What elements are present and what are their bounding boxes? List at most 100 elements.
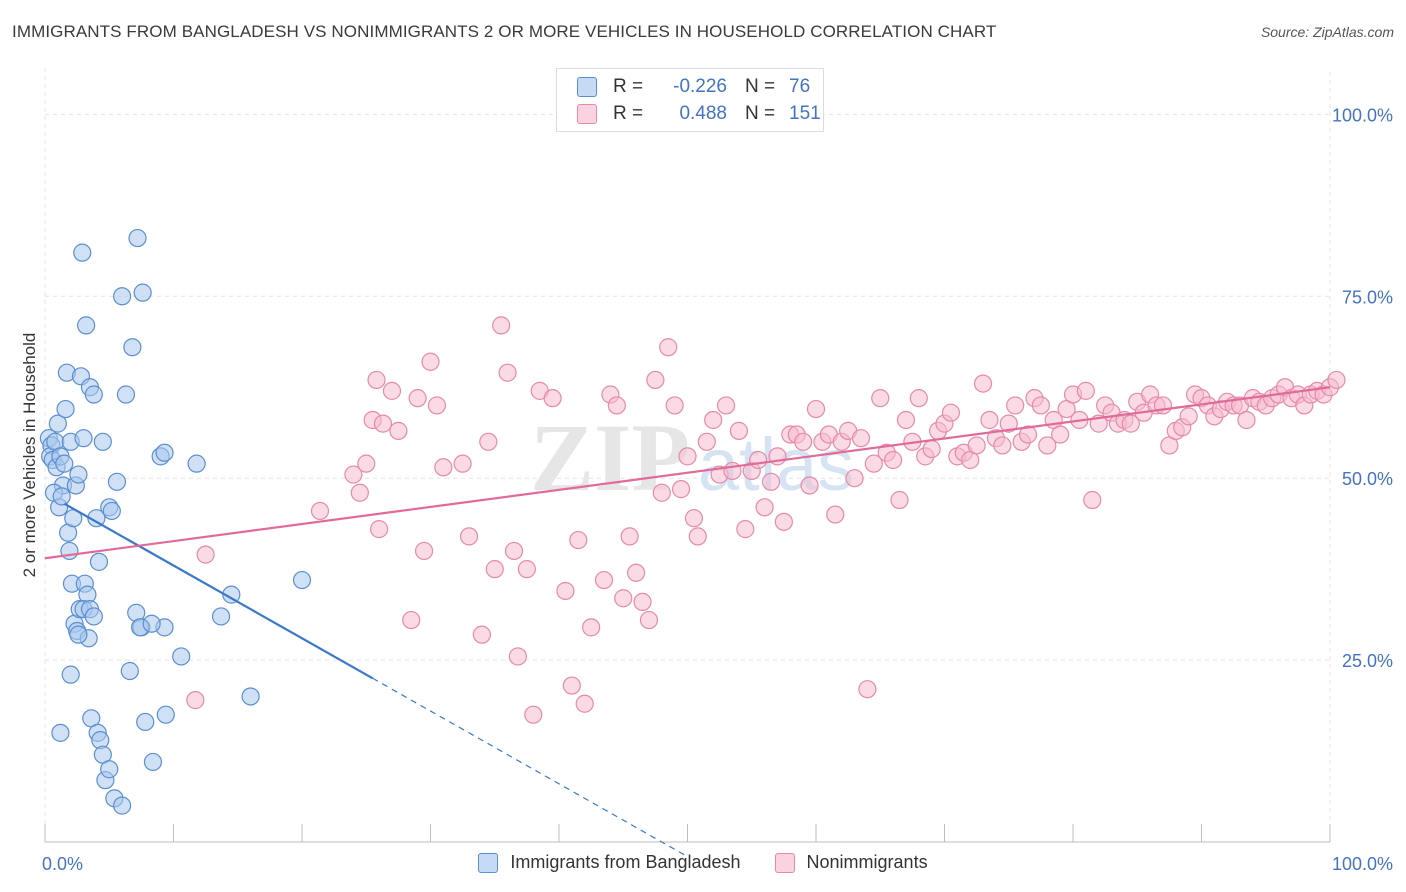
nonimmigrants-point-4 (350, 483, 369, 502)
bangladesh-point-64 (187, 454, 206, 473)
nonimmigrants-point-11 (402, 610, 421, 630)
nonimmigrants-point-108 (1083, 490, 1102, 510)
bangladesh-point-28 (107, 472, 127, 491)
nonimmigrants-point-35 (607, 396, 626, 415)
nonimmigrants-point-49 (704, 410, 723, 430)
nonimmigrants-point-17 (459, 527, 479, 546)
legend-item-bangladesh: Immigrants from Bangladesh (478, 852, 741, 873)
bangladesh-point-25 (93, 432, 112, 451)
nonimmigrants-point-77 (883, 450, 903, 470)
bangladesh-point-13 (60, 541, 79, 561)
bangladesh-point-24 (89, 552, 109, 571)
nonimmigrants-point-90 (967, 436, 986, 455)
nonimmigrants-point-7 (367, 370, 386, 390)
nonimmigrants-point-72 (851, 429, 871, 448)
nonimmigrants-point-51 (716, 396, 736, 415)
nonimmigrants-point-36 (614, 589, 633, 608)
bangladesh-point-20 (77, 316, 96, 335)
bangladesh-point-17 (69, 465, 88, 484)
nonimmigrants-point-44 (665, 396, 684, 415)
nonimmigrants-point-30 (569, 530, 588, 550)
bangladesh-point-19 (74, 429, 93, 448)
bangladesh-point-33 (133, 283, 152, 302)
nonimmigrants-point-56 (749, 450, 768, 470)
bangladesh-points (39, 228, 312, 815)
nonimmigrants-point-65 (806, 399, 826, 419)
legend-r-value: 0.488 (679, 103, 727, 124)
nonimmigrants-point-101 (1038, 436, 1057, 455)
nonimmigrants-point-27 (543, 389, 562, 408)
y-axis-label: 2 or more Vehicles in Household (20, 333, 39, 578)
nonimmigrants-point-81 (909, 389, 928, 408)
nonimmigrants-point-119 (1153, 396, 1173, 415)
bangladesh-point-36 (73, 243, 92, 262)
nonimmigrants-point-123 (1179, 407, 1198, 426)
legend-swatch-blue (478, 852, 499, 873)
axes (44, 824, 1331, 843)
nonimmigrants-point-8 (373, 414, 393, 433)
nonimmigrants-point-32 (582, 618, 601, 637)
nonimmigrants-point-3 (344, 465, 363, 484)
nonimmigrants-point-0 (186, 691, 205, 710)
bangladesh-point-75 (69, 625, 88, 644)
y-tick-label-50: 50.0% (1342, 469, 1393, 489)
nonimmigrants-point-114 (1121, 414, 1140, 433)
bangladesh-point-32 (128, 228, 147, 248)
y-tick-label-100: 100.0% (1332, 105, 1393, 125)
nonimmigrants-point-92 (980, 410, 999, 430)
nonimmigrants-point-107 (1076, 381, 1095, 400)
bangladesh-trend-line (63, 502, 374, 680)
nonimmigrants-point-5 (357, 454, 376, 473)
nonimmigrants-point-14 (427, 396, 447, 415)
bangladesh-point-31 (123, 338, 142, 357)
nonimmigrants-point-13 (421, 352, 440, 371)
x-tick-label-0: 0.0% (42, 854, 83, 874)
nonimmigrants-point-19 (479, 432, 498, 451)
nonimmigrants-point-94 (993, 436, 1012, 455)
bangladesh-trend-extension (372, 677, 688, 858)
legend-r-label: R = (613, 103, 644, 124)
nonimmigrants-point-146 (1327, 370, 1346, 390)
nonimmigrants-point-75 (871, 389, 890, 408)
nonimmigrants-point-57 (755, 498, 774, 517)
legend-row-bangladesh: R = -0.226 N = 76 (577, 74, 829, 100)
bangladesh-point-54 (100, 760, 119, 779)
nonimmigrants-point-18 (472, 625, 491, 644)
bangladesh-point-63 (172, 647, 191, 666)
bangladesh-point-47 (61, 665, 80, 684)
nonimmigrants-point-43 (659, 338, 678, 357)
tick-labels: 25.0% 50.0% 75.0% 100.0% 0.0% 100.0% (42, 105, 1393, 874)
bangladesh-point-9 (55, 454, 74, 473)
nonimmigrants-point-21 (492, 316, 511, 335)
nonimmigrants-point-37 (620, 527, 639, 546)
nonimmigrants-point-74 (864, 454, 883, 473)
nonimmigrants-point-79 (896, 410, 916, 430)
bangladesh-point-62 (156, 705, 175, 724)
nonimmigrants-point-149 (508, 647, 527, 666)
y-tick-label-75: 75.0% (1342, 287, 1393, 307)
nonimmigrants-point-96 (1006, 396, 1025, 415)
bangladesh-point-68 (292, 570, 312, 590)
chart-title: IMMIGRANTS FROM BANGLADESH VS NONIMMIGRA… (12, 22, 997, 41)
nonimmigrants-point-40 (639, 610, 659, 630)
nonimmigrants-point-15 (434, 458, 453, 477)
bangladesh-point-27 (102, 501, 121, 521)
legend-n-value: 151 (789, 103, 821, 124)
legend-label-nonimmigrants: Nonimmigrants (806, 852, 928, 872)
nonimmigrants-point-39 (633, 592, 652, 611)
nonimmigrants-point-28 (556, 581, 575, 601)
bangladesh-point-29 (112, 287, 132, 306)
source-credit: Source: ZipAtlas.com (1260, 24, 1394, 40)
nonimmigrants-points (186, 316, 1346, 724)
nonimmigrants-point-42 (652, 483, 671, 502)
nonimmigrants-point-1 (196, 545, 215, 564)
nonimmigrants-point-38 (626, 563, 646, 582)
legend-row-nonimmigrants: R = 0.488 N = 151 (577, 101, 829, 127)
nonimmigrants-point-22 (498, 363, 517, 382)
nonimmigrants-point-16 (453, 454, 472, 473)
nonimmigrants-point-2 (310, 501, 330, 521)
bangladesh-point-48 (51, 723, 70, 742)
nonimmigrants-point-147 (370, 520, 389, 539)
stats-legend: R = -0.226 N = 76 R = 0.488 N = 151 (556, 68, 824, 132)
nonimmigrants-trend-line (44, 386, 1331, 560)
